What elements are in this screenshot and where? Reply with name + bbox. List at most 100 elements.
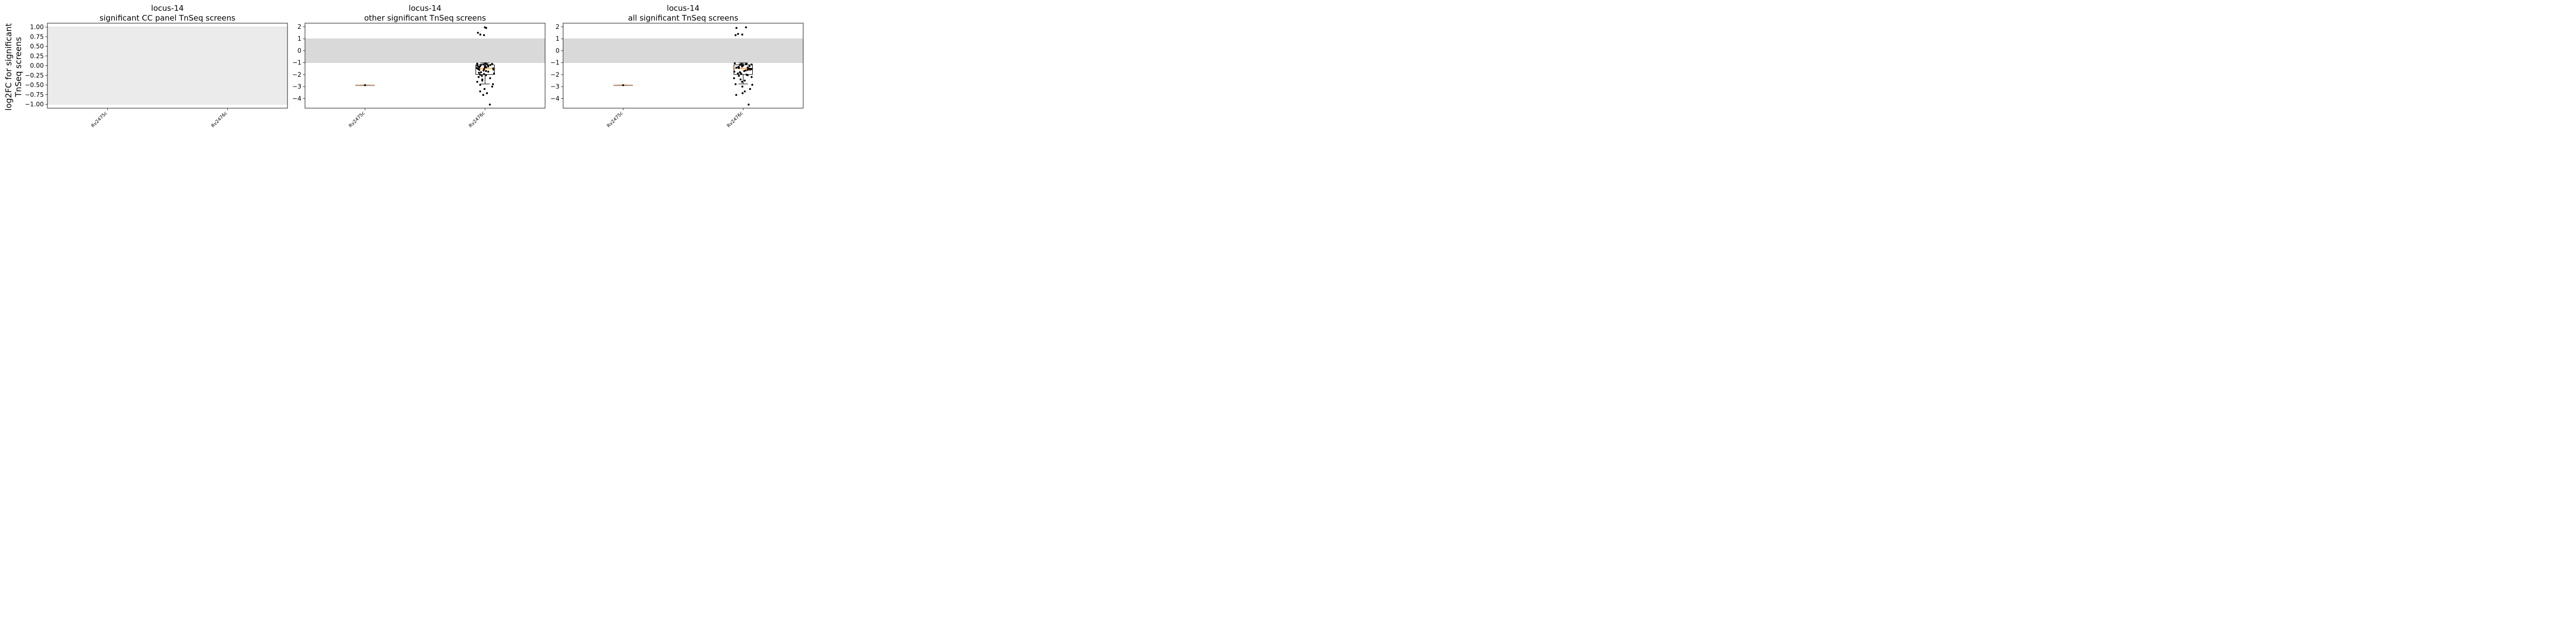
- data-point: [748, 65, 751, 67]
- data-point: [739, 63, 741, 66]
- data-point: [485, 70, 487, 72]
- data-point: [479, 83, 481, 86]
- data-point: [487, 65, 489, 68]
- data-point: [749, 68, 751, 71]
- data-point: [493, 68, 495, 71]
- y-tick-label: −3: [550, 83, 560, 90]
- data-point: [477, 31, 479, 34]
- data-point: [486, 92, 488, 94]
- data-point: [737, 33, 739, 35]
- data-point: [749, 88, 751, 90]
- y-tick-label: 1: [555, 35, 560, 42]
- data-point: [734, 83, 737, 85]
- data-point: [489, 64, 492, 66]
- data-point: [478, 68, 481, 71]
- data-point: [481, 79, 484, 82]
- data-point: [482, 94, 484, 96]
- data-point: [491, 63, 494, 65]
- data-point: [482, 63, 485, 66]
- data-point: [489, 77, 492, 79]
- data-point: [478, 76, 480, 78]
- figure: log2FC for significant TnSeq screens loc…: [4, 4, 804, 129]
- data-point: [493, 72, 495, 75]
- data-point: [484, 66, 486, 68]
- data-point: [485, 74, 487, 76]
- data-point: [741, 33, 743, 36]
- box-Rv2475c: [355, 84, 375, 87]
- data-point: [741, 92, 744, 94]
- data-point: [480, 63, 482, 66]
- y-tick-label: 2: [555, 23, 560, 30]
- data-point: [483, 88, 486, 90]
- data-point: [747, 68, 749, 71]
- y-tick-label: 0.00: [30, 62, 44, 70]
- data-point: [741, 65, 743, 68]
- data-point: [484, 62, 486, 64]
- data-point: [748, 104, 750, 106]
- y-tick-label: 2: [297, 23, 301, 30]
- data-point: [485, 27, 487, 29]
- data-point: [738, 67, 740, 70]
- y-tick-label: 0: [297, 47, 301, 54]
- data-point: [738, 75, 740, 77]
- plot-frame: [563, 23, 804, 109]
- data-point: [747, 74, 749, 76]
- y-tick-label: −1.00: [25, 101, 44, 108]
- data-point: [743, 90, 746, 93]
- data-point: [491, 85, 494, 88]
- data-point: [743, 79, 746, 82]
- y-tick-label: −2: [550, 71, 560, 78]
- panel-1-title-line-2: significant CC panel TnSeq screens: [99, 13, 235, 23]
- data-point: [476, 80, 479, 83]
- data-point: [751, 83, 754, 86]
- x-tick-label: Rv2475c: [606, 111, 624, 129]
- significance-band: [563, 38, 804, 63]
- y-tick-label: 1.00: [30, 24, 44, 31]
- data-point: [622, 84, 624, 87]
- data-point: [744, 69, 747, 72]
- data-point: [488, 104, 491, 106]
- data-point: [751, 76, 753, 78]
- y-tick-label: −1: [292, 59, 301, 66]
- data-point: [735, 66, 738, 69]
- x-tick-label: Rv2476c: [468, 111, 486, 129]
- y-tick-label: 0.50: [30, 43, 44, 50]
- y-tick-label: 1: [297, 35, 301, 42]
- data-point: [745, 26, 747, 29]
- x-tick-label: Rv2475c: [91, 111, 109, 129]
- box-Rv2476c: [476, 26, 495, 106]
- data-point: [733, 77, 735, 79]
- y-tick-label: −4: [550, 95, 560, 102]
- data-point: [480, 71, 482, 74]
- data-point: [479, 33, 482, 36]
- panel-1-title-line-1: locus-14: [151, 4, 183, 13]
- data-point: [735, 27, 738, 29]
- plot-frame: [304, 23, 546, 109]
- x-tick-label: Rv2476c: [726, 111, 744, 129]
- y-tick-label: 0.75: [30, 33, 44, 40]
- data-point: [741, 85, 743, 88]
- data-point: [740, 73, 742, 75]
- data-point: [479, 74, 481, 76]
- data-point: [476, 62, 479, 65]
- data-point: [737, 72, 739, 75]
- data-point: [733, 71, 736, 73]
- y-axis-label-line-1: log2FC for significant: [4, 23, 13, 111]
- data-point: [741, 80, 743, 83]
- data-point: [483, 73, 485, 75]
- y-tick-label: −0.25: [25, 72, 44, 79]
- x-tick-label: Rv2476c: [211, 111, 229, 129]
- data-point: [744, 63, 747, 65]
- panel-3-title-line-1: locus-14: [667, 4, 699, 13]
- box-Rv2475c: [614, 84, 633, 87]
- data-point: [750, 63, 753, 66]
- data-point: [492, 83, 494, 85]
- data-point: [734, 62, 736, 64]
- y-tick-label: 0: [555, 47, 560, 54]
- data-point: [487, 71, 489, 73]
- data-point: [476, 64, 479, 67]
